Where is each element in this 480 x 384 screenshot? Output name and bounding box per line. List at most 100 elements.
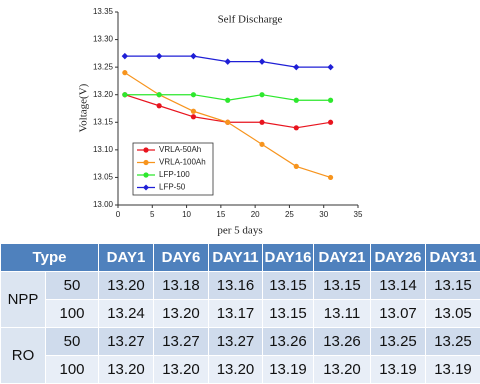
table-cell: 13.16 [208,271,263,300]
y-tick-label: 13.05 [93,173,114,182]
marker [259,119,265,125]
x-tick-label: 0 [116,210,121,219]
legend-label: VRLA-50Ah [159,145,201,154]
marker [293,125,299,131]
marker [293,63,300,71]
table-cell: RO [0,327,46,384]
legend-marker [143,184,149,191]
table-cell: 13.27 [153,327,209,356]
table-cell: 100 [45,355,99,384]
marker [190,92,197,98]
marker [156,92,162,98]
y-axis-label: Voltage(V) [78,83,90,132]
legend-marker [143,159,149,166]
marker [259,141,265,147]
x-tick-label: 5 [150,210,155,219]
table-cell: 13.24 [98,299,154,328]
table-cell: DAY26 [370,243,426,272]
table-cell: 13.20 [313,355,371,384]
table-cell: Type [0,243,99,272]
y-tick-label: 13.15 [93,117,114,126]
marker [121,52,129,60]
y-tick-label: 13.25 [93,62,114,71]
chart: Self Discharge per 5 days Voltage(V) 13.… [78,7,363,237]
table-cell: 13.15 [313,271,371,300]
x-tick-label: 10 [182,210,191,219]
y-tick-label: 13.35 [93,7,114,16]
table-cell: 13.20 [153,299,209,328]
data-row: NPP 50 13.20 13.18 13.16 13.15 13.15 13.14 13.15 [0,271,480,328]
table-cell: DAY21 [313,243,371,272]
data-row: RO 50 13.27 13.27 13.27 13.26 13.26 13.25 13.25 [0,327,480,384]
y-tick-label: 13.20 [93,90,114,99]
table-cell: 13.26 [262,327,314,356]
table-cell: 13.05 [425,299,480,328]
y-tick-label: 13.10 [93,145,114,154]
chart-title: Self Discharge [218,14,283,26]
x-tick-label: 35 [354,210,363,219]
table-cell: DAY16 [262,243,314,272]
table-cell: 13.20 [98,271,154,300]
table-cell: DAY1 [98,243,154,272]
table-cell: 13.19 [262,355,314,384]
marker [190,114,197,120]
marker [190,52,197,60]
table-cell: 13.20 [208,355,263,384]
table-cell: 13.07 [370,299,426,328]
data-row: 100 13.24 13.20 13.17 13.15 13.11 13.07 13.05 [1,299,480,328]
table-cell: 13.26 [313,327,371,356]
y-tick-label: 13.30 [93,35,114,44]
x-tick-label: 25 [285,210,294,219]
legend-marker [143,172,149,178]
table-cell: DAY31 [425,243,480,272]
table-cell: 13.15 [262,271,314,300]
marker [122,92,128,98]
table-cell: DAY6 [153,243,209,272]
marker [327,119,334,125]
table-cell: 13.25 [425,327,480,356]
marker [258,58,266,65]
marker [293,97,299,103]
x-tick-label: 20 [251,210,260,219]
header-row: Type DAY1 DAY6 DAY11 DAY16 DAY21 DAY26 DAY31 [0,243,480,272]
table-cell: 13.17 [208,299,263,328]
data-row: 100 13.20 13.20 13.20 13.19 13.20 13.19 13.19 [1,355,480,384]
legend-label: LFP-50 [159,183,186,192]
table-cell: 13.20 [153,355,209,384]
marker [259,92,265,98]
marker [156,103,162,109]
table-cell: DAY11 [208,243,263,272]
table-cell: 13.27 [98,327,154,356]
marker [155,52,163,60]
marker [293,163,299,169]
table-cell: 13.14 [370,271,426,300]
marker [122,70,128,76]
y-tick-label: 13.00 [93,200,114,209]
data-table: Type DAY1 DAY6 DAY11 DAY16 DAY21 DAY26 DAY31 NPP… [0,243,480,384]
table-cell: 13.20 [98,355,154,384]
table-cell: 13.18 [153,271,209,300]
legend-marker [143,147,149,153]
legend-label: VRLA-100Ah [159,158,206,167]
marker [327,97,334,103]
table-cell: 50 [45,271,99,300]
marker [190,108,197,114]
table-cell: 13.11 [313,299,371,328]
table-cell: NPP [0,271,46,328]
marker [225,119,231,125]
table-cell: 13.15 [262,299,314,328]
table-cell: 13.19 [425,355,480,384]
x-tick-label: 15 [216,210,225,219]
marker [224,58,231,65]
table-cell: 13.15 [425,271,480,300]
table-cell: 50 [45,327,99,356]
table-cell: 13.19 [370,355,426,384]
x-tick-label: 30 [319,210,328,219]
table-cell: 100 [45,299,99,328]
marker [327,174,334,181]
table-cell: 13.25 [370,327,426,356]
marker [225,97,231,103]
marker [327,63,334,71]
x-axis-label: per 5 days [217,225,262,237]
